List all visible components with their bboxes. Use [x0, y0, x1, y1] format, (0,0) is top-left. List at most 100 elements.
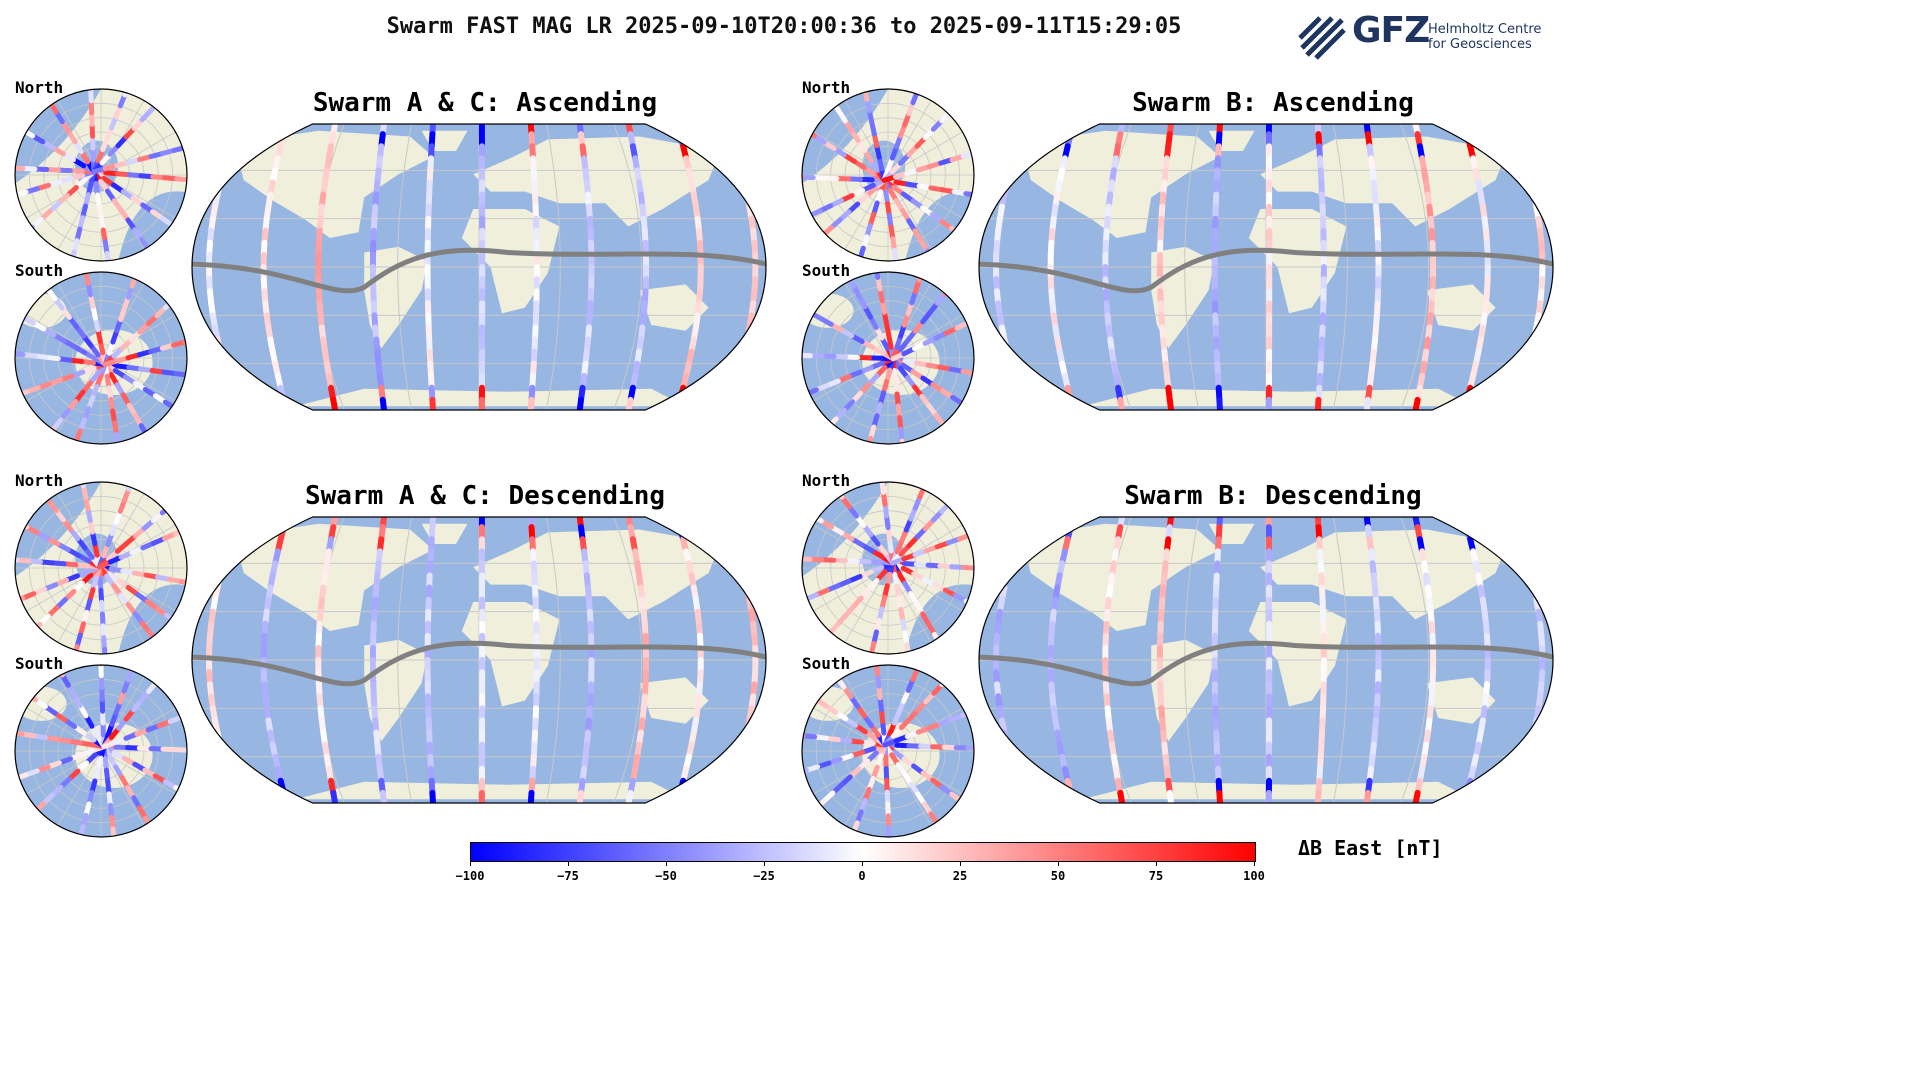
- satellite-track-segment: [231, 789, 241, 803]
- satellite-track-segment: [1018, 124, 1028, 138]
- satellite-track-segment: [1067, 396, 1077, 410]
- satellite-track-segment: [1014, 777, 1025, 796]
- colorbar-tick-label: −100: [455, 869, 485, 883]
- satellite-track-segment: [217, 167, 227, 186]
- satellite-track-segment: [734, 155, 744, 174]
- satellite-track-segment: [1517, 372, 1528, 391]
- panel-title: Swarm B: Descending: [1124, 481, 1422, 511]
- polar-track-segment: [802, 731, 806, 739]
- polar-track-segment: [0, 167, 11, 168]
- north-polar-map: [801, 481, 975, 655]
- satellite-track-segment: [1004, 741, 1014, 760]
- world-map: [978, 516, 1554, 804]
- satellite-track-segment: [1010, 765, 1021, 784]
- polar-label-north: North: [802, 78, 851, 97]
- polar-track-segment: [802, 213, 812, 224]
- colorbar-tick-mark: [568, 861, 569, 866]
- polar-track-segment: [102, 646, 108, 654]
- landmass: [295, 388, 686, 407]
- polar-track-segment: [40, 89, 53, 105]
- landmass: [295, 781, 686, 800]
- polar-track-segment: [173, 176, 187, 183]
- colorbar: [470, 842, 1256, 862]
- polar-track-segment: [965, 315, 974, 326]
- colorbar-tick-label: 50: [1050, 869, 1066, 883]
- colorbar-tick-label: −50: [655, 869, 677, 883]
- polar-track-segment: [45, 286, 58, 302]
- polar-track-segment: [104, 250, 112, 261]
- polar-track-segment: [877, 482, 885, 484]
- satellite-track-segment: [740, 729, 750, 748]
- polar-track-segment: [924, 248, 936, 261]
- satellite-track-segment: [1004, 348, 1014, 367]
- satellite-track-segment: [217, 348, 227, 367]
- satellite-track-segment: [1513, 777, 1524, 796]
- world-map: [191, 516, 767, 804]
- panel-title: Swarm B: Ascending: [1132, 88, 1414, 118]
- satellite-track-segment: [730, 143, 741, 162]
- polar-track-segment: [960, 401, 974, 413]
- satellite-track-segment: [280, 124, 290, 138]
- satellite-track-segment: [1521, 753, 1531, 772]
- satellite-track-segment: [726, 524, 737, 543]
- satellite-track-segment: [1527, 336, 1537, 355]
- polar-label-north: North: [802, 471, 851, 490]
- satellite-track-segment: [1524, 741, 1534, 760]
- satellite-track-segment: [1527, 729, 1537, 748]
- satellite-track-segment: [726, 777, 737, 796]
- satellite-track-segment: [1527, 179, 1537, 198]
- satellite-track-segment: [1067, 789, 1077, 803]
- polar-track-segment: [15, 350, 26, 357]
- satellite-track-segment: [1067, 517, 1077, 531]
- satellite-track-segment: [223, 765, 234, 784]
- polar-track-segment: [43, 426, 57, 441]
- polar-label-north: North: [15, 78, 64, 97]
- satellite-track-segment: [740, 336, 750, 355]
- landmass: [1426, 677, 1496, 724]
- satellite-track-segment: [737, 741, 747, 760]
- landmass: [364, 246, 428, 349]
- satellite-track-segment: [220, 360, 230, 379]
- landmass: [1426, 284, 1496, 331]
- polar-track-segment: [15, 121, 25, 133]
- polar-label-north: North: [15, 471, 64, 490]
- world-map: [978, 123, 1554, 411]
- satellite-track-segment: [734, 360, 744, 379]
- landmass: [1082, 781, 1473, 800]
- satellite-track-segment: [220, 753, 230, 772]
- satellite-track-segment: [1007, 360, 1017, 379]
- satellite-track-segment: [1014, 131, 1025, 150]
- satellite-track-segment: [1461, 396, 1471, 410]
- gfz-logo-subtitle: Helmholtz Centre for Geosciences: [1428, 22, 1541, 52]
- south-polar-map: [14, 271, 188, 445]
- polar-track-segment: [864, 435, 874, 444]
- polar-track-segment: [159, 215, 175, 228]
- polar-track-segment: [921, 482, 932, 489]
- satellite-track-segment: [1509, 789, 1520, 803]
- satellite-track-segment: [722, 789, 733, 803]
- satellite-track-segment: [231, 124, 241, 138]
- satellite-track-segment: [223, 372, 234, 391]
- satellite-track-segment: [227, 524, 238, 543]
- satellite-track-segment: [227, 131, 238, 150]
- satellite-track-segment: [674, 124, 684, 138]
- satellite-track-segment: [1010, 372, 1021, 391]
- polar-track-segment: [862, 89, 870, 102]
- satellite-track-segment: [1524, 348, 1534, 367]
- satellite-track-segment: [737, 560, 747, 579]
- satellite-track-segment: [1010, 143, 1021, 162]
- satellite-track-segment: [730, 536, 741, 555]
- satellite-track-segment: [280, 396, 290, 410]
- landmass: [639, 677, 709, 724]
- polar-track-segment: [873, 665, 881, 677]
- satellite-track-segment: [734, 548, 744, 567]
- satellite-track-segment: [217, 741, 227, 760]
- polar-track-segment: [803, 690, 819, 702]
- colorbar-tick-mark: [1156, 861, 1157, 866]
- satellite-track-segment: [1461, 789, 1471, 803]
- polar-track-segment: [114, 431, 121, 444]
- polar-track-segment: [873, 272, 881, 280]
- south-polar-map: [801, 271, 975, 445]
- polar-track-segment: [942, 282, 955, 297]
- landmass: [1151, 639, 1215, 742]
